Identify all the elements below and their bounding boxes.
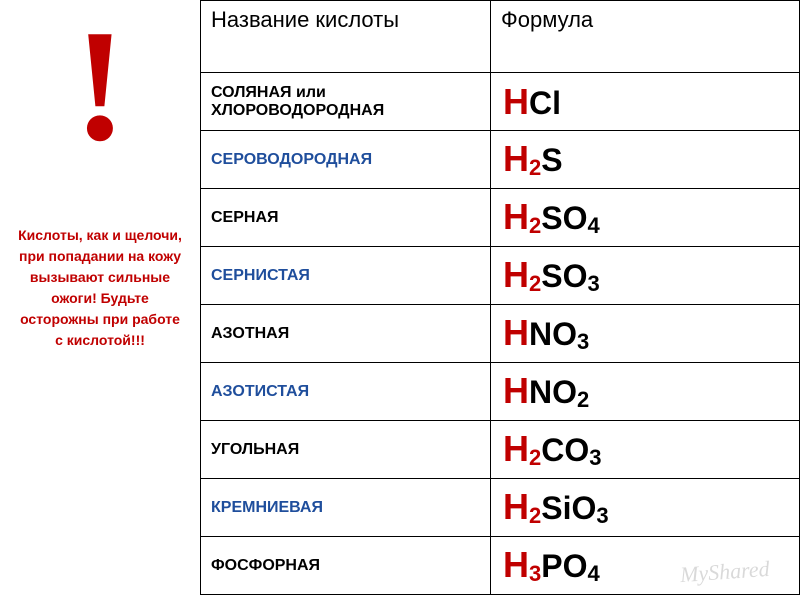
- acid-formula: HCl: [491, 73, 800, 131]
- table-row: АЗОТНАЯHNO3: [201, 305, 800, 363]
- table-row: СЕРНИСТАЯH2SO3: [201, 247, 800, 305]
- exclamation-mark: !: [0, 5, 200, 165]
- acid-name: УГОЛЬНАЯ: [201, 421, 491, 479]
- table-row: АЗОТИСТАЯHNO2: [201, 363, 800, 421]
- acid-formula: H2CO3: [491, 421, 800, 479]
- acids-table: Название кислоты Формула СОЛЯНАЯ или ХЛО…: [200, 0, 800, 595]
- table-row: СЕРОВОДОРОДНАЯH2S: [201, 131, 800, 189]
- acids-table-container: Название кислоты Формула СОЛЯНАЯ или ХЛО…: [200, 0, 800, 595]
- acid-formula: H2SO3: [491, 247, 800, 305]
- acid-name: АЗОТИСТАЯ: [201, 363, 491, 421]
- warning-text: Кислоты, как и щелочи, при попадании на …: [0, 225, 200, 351]
- table-row: УГОЛЬНАЯH2CO3: [201, 421, 800, 479]
- acid-formula: HNO3: [491, 305, 800, 363]
- table-header-row: Название кислоты Формула: [201, 1, 800, 73]
- acid-formula: H2S: [491, 131, 800, 189]
- table-row: СОЛЯНАЯ или ХЛОРОВОДОРОДНАЯHCl: [201, 73, 800, 131]
- table-row: СЕРНАЯH2SO4: [201, 189, 800, 247]
- acid-name: СЕРНИСТАЯ: [201, 247, 491, 305]
- acid-name: ФОСФОРНАЯ: [201, 537, 491, 595]
- header-formula: Формула: [491, 1, 800, 73]
- sidebar: ! Кислоты, как и щелочи, при попадании н…: [0, 0, 200, 600]
- table-row: КРЕМНИЕВАЯH2SiO3: [201, 479, 800, 537]
- acid-name: АЗОТНАЯ: [201, 305, 491, 363]
- acid-name: СОЛЯНАЯ или ХЛОРОВОДОРОДНАЯ: [201, 73, 491, 131]
- acid-name: СЕРОВОДОРОДНАЯ: [201, 131, 491, 189]
- header-name: Название кислоты: [201, 1, 491, 73]
- acid-formula: HNO2: [491, 363, 800, 421]
- acid-formula: H2SO4: [491, 189, 800, 247]
- acid-formula: H2SiO3: [491, 479, 800, 537]
- acid-name: СЕРНАЯ: [201, 189, 491, 247]
- acid-name: КРЕМНИЕВАЯ: [201, 479, 491, 537]
